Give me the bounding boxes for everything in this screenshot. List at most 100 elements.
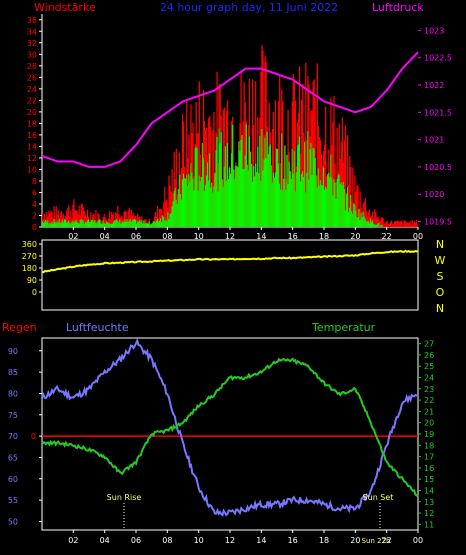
- wind-average-bar: [64, 219, 67, 227]
- wind-average-bar: [344, 210, 347, 227]
- wind-gust-bar: [212, 130, 214, 227]
- time-tick-label: 20: [350, 536, 360, 545]
- wind-gust-bar: [349, 155, 351, 227]
- wind-average-bar: [317, 168, 319, 227]
- wind-tick-label: 28: [27, 62, 37, 71]
- humidity-tick-label: 55: [8, 496, 18, 505]
- wind-average-bar: [348, 211, 350, 227]
- wind-average-bar: [250, 163, 253, 227]
- wind-tick-label: 32: [27, 39, 37, 48]
- wind-average-bar: [110, 223, 113, 227]
- wind-average-bar: [349, 207, 351, 227]
- wind-average-bar: [369, 218, 372, 227]
- direction-tick-label: 90: [27, 276, 37, 285]
- wind-average-bar: [154, 222, 157, 227]
- wind-gust-bar: [381, 217, 383, 227]
- wind-average-bar: [103, 223, 105, 227]
- wind-gust-bar: [160, 208, 162, 227]
- wind-gust-bar: [396, 221, 398, 227]
- wind-average-bar: [336, 178, 338, 227]
- wind-average-bar: [51, 221, 53, 227]
- wind-average-bar: [148, 221, 150, 227]
- wind-average-bar: [127, 221, 129, 227]
- wind-average-bar: [243, 168, 245, 227]
- wind-gust-bar: [359, 191, 361, 227]
- wind-gust-bar: [51, 212, 53, 227]
- wind-average-bar: [352, 213, 354, 227]
- wind-gust-bar: [408, 222, 410, 227]
- wind-average-bar: [267, 154, 269, 227]
- air-pressure-title: Luftdruck: [372, 1, 424, 14]
- wind-tick-label: 16: [27, 131, 37, 140]
- wind-average-bar: [86, 220, 89, 227]
- wind-average-bar: [377, 223, 379, 227]
- wind-average-bar: [141, 220, 143, 227]
- wind-average-bar: [220, 132, 222, 227]
- wind-average-bar: [259, 135, 261, 227]
- wind-gust-bar: [390, 220, 393, 227]
- wind-average-bar: [291, 149, 293, 227]
- wind-average-bar: [200, 176, 202, 227]
- wind-gust-bar: [372, 211, 374, 227]
- wind-gust-bar: [97, 213, 99, 227]
- wind-gust-bar: [292, 74, 294, 227]
- wind-average-bar: [368, 223, 371, 227]
- wind-average-bar: [307, 131, 309, 227]
- wind-average-bar: [350, 194, 352, 227]
- wind-average-bar: [160, 218, 162, 227]
- wind-average-bar: [228, 167, 231, 227]
- wind-gust-bar: [82, 207, 84, 227]
- temperature-line: [41, 357, 419, 498]
- wind-average-bar: [162, 215, 164, 227]
- temperature-tick-label: 11: [424, 520, 434, 529]
- wind-gust-bar: [272, 111, 275, 227]
- wind-average-bar: [72, 220, 74, 227]
- humidity-tick-label: 60: [8, 475, 18, 484]
- compass-label: O: [436, 286, 445, 299]
- wind-average-bar: [371, 222, 373, 227]
- sunrise-label: Sun Rise: [107, 493, 142, 502]
- wind-gust-bar: [255, 81, 257, 227]
- temperature-tick-label: 14: [424, 486, 434, 495]
- wind-average-bar: [118, 222, 120, 227]
- wind-gust-bar: [346, 134, 349, 227]
- wind-average-bar: [115, 220, 117, 227]
- wind-average-bar: [92, 219, 94, 227]
- wind-gust-bar: [130, 209, 133, 227]
- wind-gust-bar: [324, 144, 326, 227]
- wind-average-bar: [108, 223, 111, 227]
- wind-average-bar: [107, 222, 110, 227]
- wind-gust-bar: [382, 217, 384, 227]
- time-tick-label: 00: [413, 232, 423, 241]
- pressure-line: [41, 51, 419, 168]
- wind-average-bar: [93, 221, 95, 227]
- compass-label: W: [435, 254, 446, 267]
- wind-average-bar: [149, 224, 151, 227]
- wind-average-bar: [252, 166, 255, 227]
- time-tick-label: 16: [288, 536, 298, 545]
- temperature-tick-label: 24: [424, 374, 434, 383]
- wind-average-bar: [282, 190, 284, 227]
- wind-gust-bar: [136, 218, 138, 227]
- wind-tick-label: 30: [27, 50, 37, 59]
- wind-gust-bar: [302, 84, 304, 228]
- wind-average-bar: [89, 222, 91, 227]
- wind-average-bar: [246, 164, 248, 227]
- wind-gust-bar: [163, 202, 165, 227]
- humidity-axis-ticks: 50 55 60 65 70 75 80 85 90: [8, 347, 42, 526]
- wind-average-bar: [133, 218, 136, 227]
- temperature-tick-label: 17: [424, 453, 434, 462]
- wind-gust-bar: [90, 212, 92, 227]
- time-tick-label: 02: [68, 536, 78, 545]
- wind-average-bar: [146, 223, 148, 227]
- humidity-tick-label: 65: [8, 453, 18, 462]
- wind-tick-label: 2: [32, 211, 37, 220]
- wind-average-bar: [341, 185, 343, 227]
- wind-average-bar: [316, 187, 318, 227]
- wind-gust-bar: [260, 71, 262, 228]
- wind-gust-bar: [73, 199, 75, 227]
- wind-average-bar: [67, 222, 69, 227]
- wind-average-bar: [187, 185, 189, 227]
- wind-average-bar: [257, 146, 259, 227]
